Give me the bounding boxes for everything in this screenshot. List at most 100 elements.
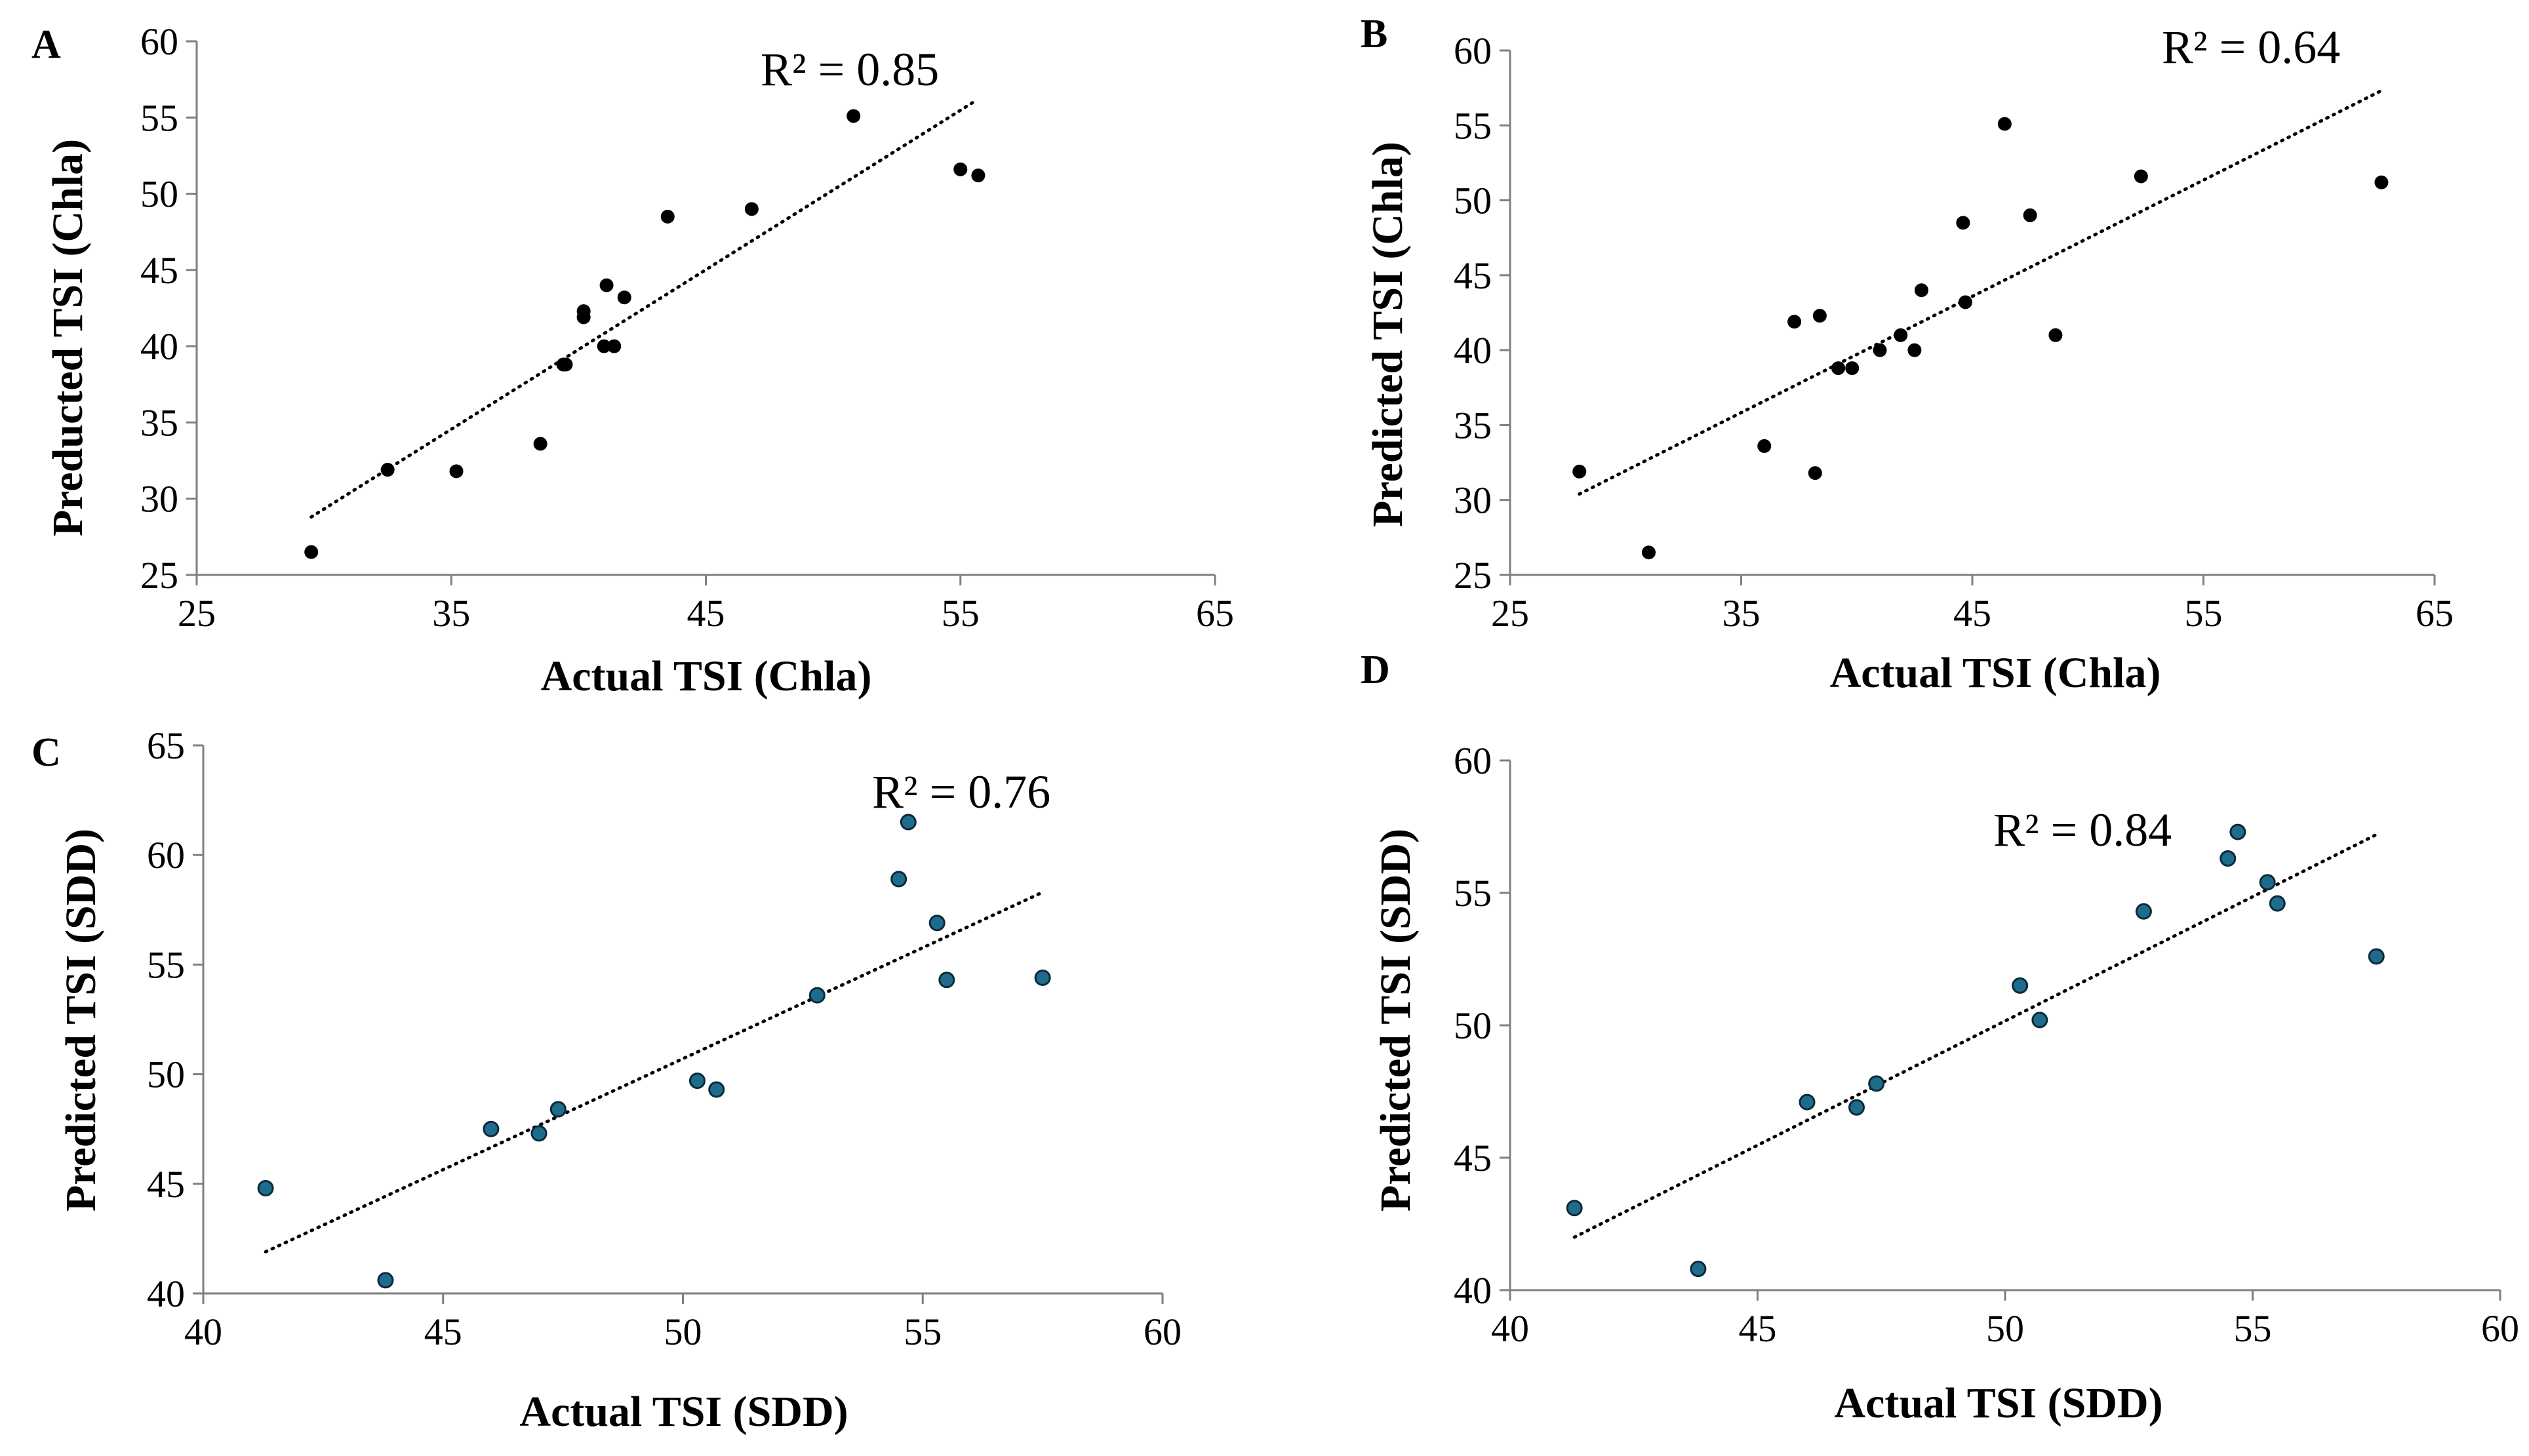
data-point (1848, 1099, 1865, 1116)
panel-b: B Actual TSI (Chla) Predicted TSI (Chla)… (1361, 12, 2454, 697)
y-tick-label: 30 (1454, 479, 1492, 522)
x-axis-label: Actual TSI (Chla) (541, 652, 872, 700)
data-point (2374, 175, 2389, 189)
data-point (808, 987, 826, 1004)
x-tick-label: 55 (904, 1310, 942, 1353)
data-point (900, 814, 917, 831)
y-tick-label: 55 (1454, 872, 1492, 915)
x-axis-label: Actual TSI (SDD) (1834, 1379, 2162, 1427)
x-tick-label: 25 (178, 592, 216, 635)
x-tick-label: 50 (1986, 1307, 2024, 1350)
x-tick-label: 55 (942, 592, 980, 635)
y-tick-label: 55 (140, 96, 178, 139)
y-axis-label: Preducted TSI (Chla) (44, 139, 92, 536)
y-tick-label: 40 (1454, 329, 1492, 372)
data-point (1956, 216, 1970, 230)
panel-c: C Actual TSI (SDD) Predicted TSI (SDD) R… (31, 724, 1182, 1436)
x-tick-label: 60 (2481, 1307, 2519, 1350)
x-axis-label: Actual TSI (SDD) (519, 1388, 848, 1436)
y-tick-label: 50 (1454, 180, 1492, 222)
data-point (953, 162, 968, 176)
data-point (1873, 343, 1887, 357)
x-tick-label: 35 (1723, 592, 1761, 635)
trendline (1572, 833, 2378, 1239)
data-point (483, 1120, 500, 1137)
data-point (744, 202, 759, 216)
x-tick-label: 60 (1144, 1310, 1182, 1353)
trendline (309, 100, 975, 519)
y-tick-label: 45 (147, 1163, 185, 1206)
y-tick-label: 55 (147, 943, 185, 986)
data-point (1572, 464, 1587, 479)
data-point (1831, 361, 1846, 376)
r-squared-annotation: R² = 0.84 (1993, 804, 2172, 856)
data-point (449, 464, 464, 479)
data-point (2220, 850, 2237, 867)
r-squared-annotation: R² = 0.85 (761, 43, 939, 96)
x-tick-label: 35 (432, 592, 470, 635)
data-point (1642, 545, 1656, 560)
x-tick-label: 65 (2416, 592, 2454, 635)
data-point (530, 1125, 548, 1142)
data-point (890, 871, 907, 888)
trendline (264, 890, 1045, 1253)
x-tick-label: 45 (424, 1310, 462, 1353)
data-point (971, 168, 986, 183)
data-point (533, 437, 548, 451)
x-tick-label: 40 (184, 1310, 222, 1353)
x-tick-label: 45 (687, 592, 725, 635)
y-tick-label: 60 (140, 20, 178, 63)
y-tick-label: 50 (140, 173, 178, 216)
x-tick-label: 45 (1953, 592, 1991, 635)
data-point (549, 1101, 567, 1118)
data-point (1914, 283, 1928, 298)
data-point (1566, 1200, 1583, 1217)
data-point (2012, 977, 2029, 994)
r-squared-annotation: R² = 0.76 (872, 766, 1050, 818)
panel-a: A Actual TSI (Chla) Preducted TSI (Chla)… (31, 20, 1234, 700)
y-tick-label: 35 (140, 401, 178, 444)
x-tick-label: 55 (2185, 592, 2223, 635)
data-point (576, 310, 591, 325)
data-point (1787, 315, 1802, 329)
panel-letter: C (31, 730, 61, 775)
data-point (660, 209, 675, 224)
x-tick-label: 25 (1491, 592, 1529, 635)
y-tick-label: 30 (140, 478, 178, 521)
x-tick-label: 50 (664, 1310, 702, 1353)
data-point (380, 463, 395, 477)
y-tick-label: 35 (1454, 404, 1492, 446)
data-point (1812, 309, 1827, 323)
r-squared-annotation: R² = 0.64 (2162, 21, 2340, 73)
y-tick-label: 50 (147, 1053, 185, 1096)
data-point (1997, 117, 2012, 131)
data-point (2031, 1012, 2048, 1029)
data-point (257, 1179, 274, 1196)
data-point (304, 545, 319, 559)
y-tick-label: 40 (147, 1272, 185, 1315)
y-tick-label: 65 (147, 724, 185, 767)
data-point (1034, 969, 1051, 986)
data-point (938, 972, 955, 989)
data-point (617, 290, 631, 305)
panel-letter: A (31, 22, 61, 67)
data-point (688, 1072, 706, 1090)
y-tick-label: 45 (1454, 254, 1492, 297)
y-tick-label: 40 (140, 325, 178, 368)
x-tick-label: 40 (1491, 1307, 1529, 1350)
data-point (2259, 874, 2276, 891)
data-point (1845, 361, 1860, 376)
x-tick-label: 65 (1196, 592, 1234, 635)
data-point (1958, 295, 1972, 309)
y-tick-label: 45 (140, 249, 178, 292)
y-tick-label: 40 (1454, 1269, 1492, 1312)
x-tick-label: 55 (2234, 1307, 2272, 1350)
data-point (1808, 466, 1822, 481)
panel-letter: D (1361, 648, 1390, 692)
data-point (2048, 328, 2063, 342)
data-point (2368, 948, 2385, 965)
data-point (1799, 1093, 1816, 1111)
trendline (1578, 87, 2385, 496)
data-point (599, 278, 614, 292)
